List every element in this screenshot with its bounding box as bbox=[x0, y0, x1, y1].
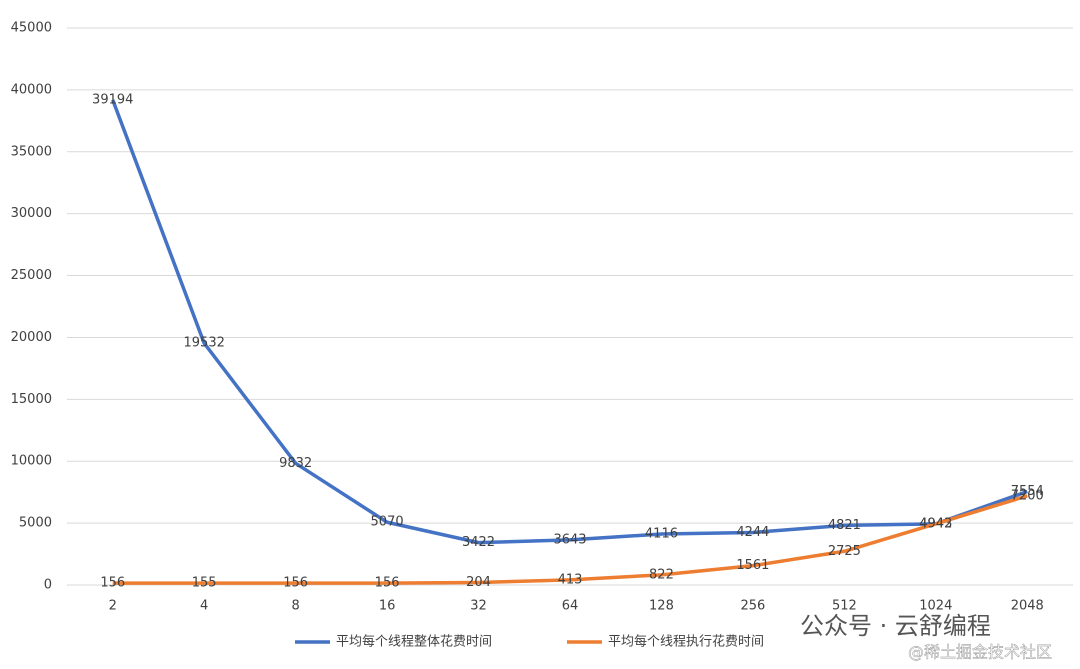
data-label: 39194 bbox=[92, 92, 133, 107]
y-tick-label: 30000 bbox=[11, 206, 52, 221]
data-label: 19532 bbox=[184, 336, 225, 351]
x-tick-label: 16 bbox=[379, 599, 396, 614]
data-label: 9832 bbox=[279, 456, 312, 471]
x-tick-label: 1024 bbox=[919, 599, 952, 614]
x-tick-label: 128 bbox=[649, 599, 674, 614]
y-tick-label: 20000 bbox=[11, 330, 52, 345]
y-tick-label: 40000 bbox=[11, 82, 52, 97]
x-tick-label: 4 bbox=[200, 599, 208, 614]
data-label: 413 bbox=[558, 572, 583, 587]
data-label: 5070 bbox=[371, 515, 404, 530]
data-label: 1561 bbox=[736, 558, 769, 573]
series-line bbox=[112, 494, 1028, 585]
y-tick-label: 10000 bbox=[11, 454, 52, 469]
legend-label: 平均每个线程整体花费时间 bbox=[336, 634, 492, 650]
x-tick-label: 64 bbox=[562, 599, 579, 614]
data-label: 3422 bbox=[462, 535, 495, 550]
x-tick-label: 2048 bbox=[1011, 599, 1044, 614]
x-tick-label: 512 bbox=[832, 599, 857, 614]
y-tick-label: 15000 bbox=[11, 392, 52, 407]
data-label: 7554 bbox=[1011, 484, 1044, 499]
y-tick-label: 0 bbox=[44, 578, 52, 593]
data-label: 822 bbox=[649, 567, 674, 582]
x-tick-label: 8 bbox=[291, 599, 299, 614]
data-label: 155 bbox=[192, 576, 217, 591]
data-label: 4821 bbox=[828, 518, 861, 533]
legend-label: 平均每个线程执行花费时间 bbox=[608, 634, 764, 650]
data-label: 156 bbox=[100, 576, 125, 591]
plot: 0 5000 10000 15000 20000 25000 30000 35000 40000… bbox=[11, 21, 1073, 650]
data-label: 4244 bbox=[736, 525, 769, 540]
y-tick-label: 35000 bbox=[11, 144, 52, 159]
data-label: 3643 bbox=[553, 532, 586, 547]
y-tick-label: 25000 bbox=[11, 268, 52, 283]
data-label: 4942 bbox=[919, 516, 952, 531]
x-tick-label: 256 bbox=[740, 599, 765, 614]
series-line bbox=[111, 99, 1028, 545]
data-label: 156 bbox=[283, 576, 308, 591]
watermark: 公众号 · 云舒编程 bbox=[800, 612, 991, 640]
data-label: 204 bbox=[466, 575, 491, 590]
data-label: 4116 bbox=[645, 527, 678, 542]
x-tick-label: 2 bbox=[109, 599, 117, 614]
x-tick-label: 32 bbox=[470, 599, 487, 614]
y-tick-label: 5000 bbox=[19, 516, 52, 531]
data-label: 7200 bbox=[1011, 488, 1044, 503]
data-label: 2725 bbox=[828, 544, 861, 559]
watermark: @稀土掘金技术社区 bbox=[908, 643, 1052, 662]
data-label: 156 bbox=[375, 576, 400, 591]
y-tick-label: 45000 bbox=[11, 21, 52, 36]
